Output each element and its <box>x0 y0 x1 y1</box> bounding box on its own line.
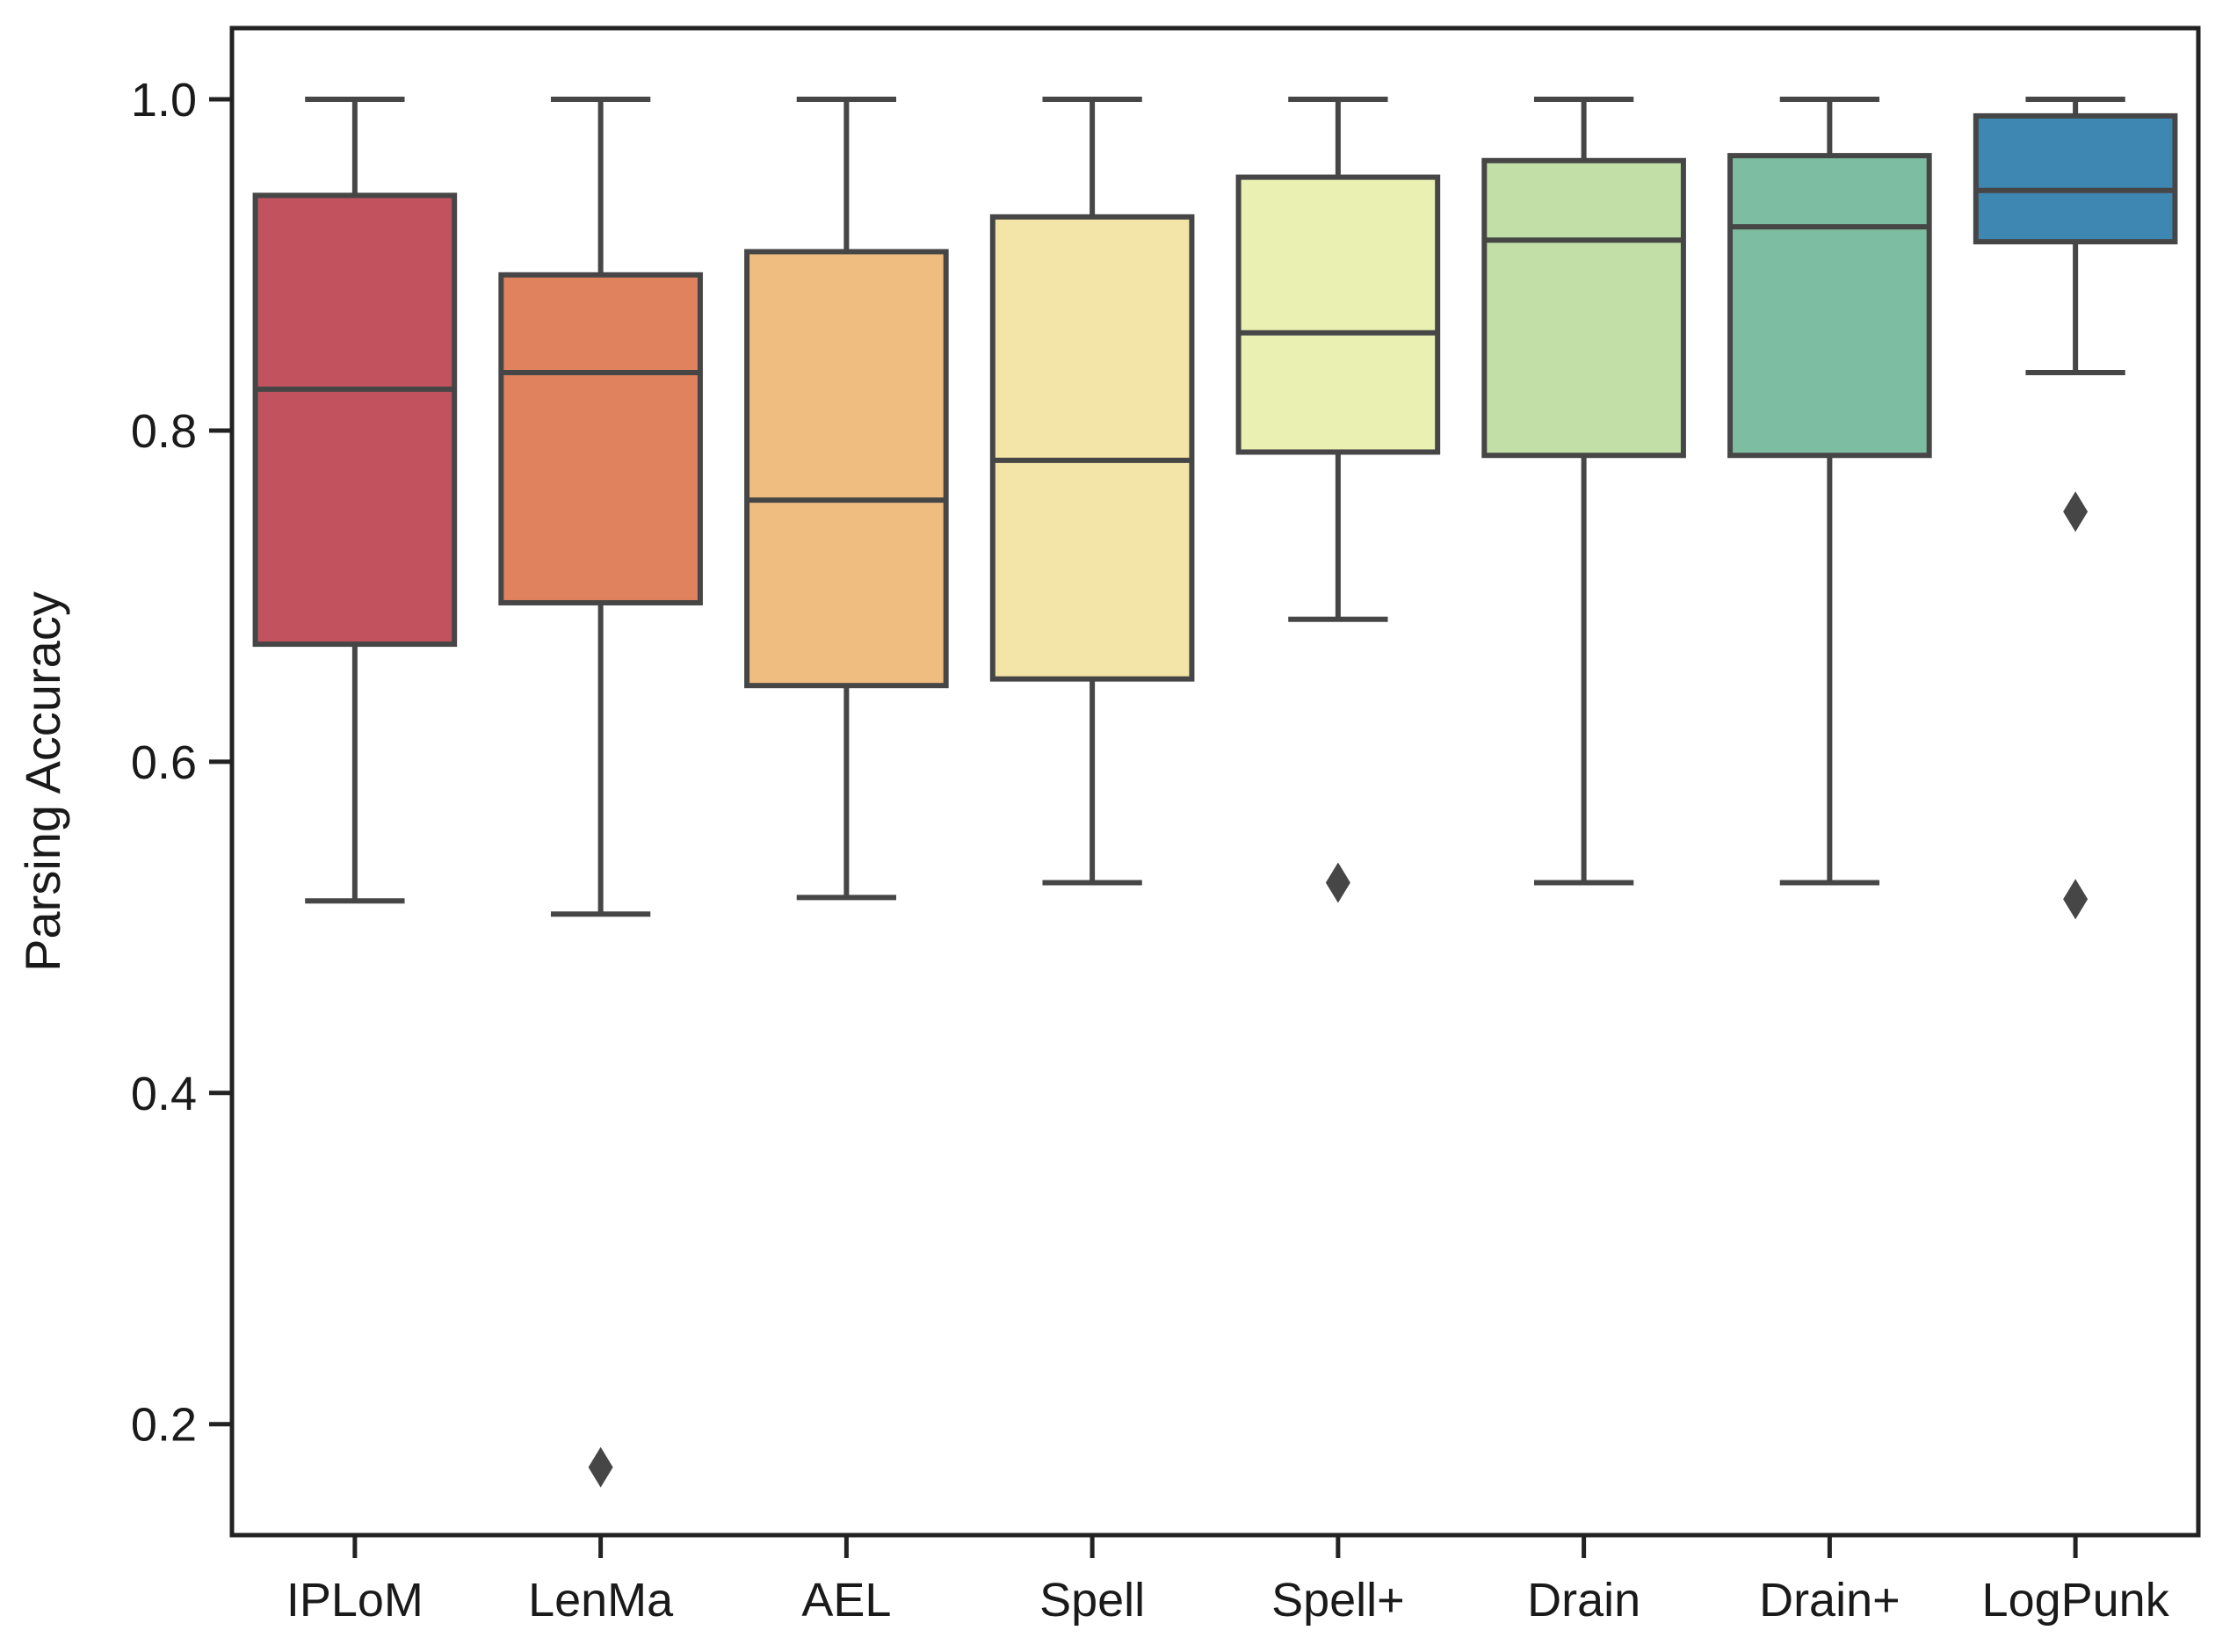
iqr-box <box>252 192 458 648</box>
box-logpunk <box>1973 97 2178 920</box>
axes: 0.2 0.4 0.6 0.8 1.0 IPLoM LenMa AEL Spell Spell+ D… <box>131 74 2170 1627</box>
iqr-box <box>1235 174 1441 455</box>
y-tick-label: 0.6 <box>131 736 197 789</box>
outlier-point <box>2063 491 2089 533</box>
y-tick-label: 1.0 <box>131 74 197 127</box>
box-lenma <box>498 97 703 1488</box>
y-axis-title: Parsing Accuracy <box>15 591 70 972</box>
outlier-point <box>588 1446 613 1488</box>
y-tick-label: 0.8 <box>131 405 197 458</box>
iqr-box <box>498 272 703 605</box>
y-tick-label: 0.4 <box>131 1068 197 1120</box>
box-spell <box>989 97 1195 886</box>
box-drain <box>1481 97 1686 886</box>
outlier-point <box>2063 879 2089 920</box>
box-spell- <box>1235 97 1441 903</box>
iqr-box <box>1973 112 2178 245</box>
x-tick-label: Spell+ <box>1271 1574 1405 1627</box>
x-tick-label: Spell <box>1039 1574 1145 1627</box>
iqr-box <box>1727 153 1932 459</box>
iqr-box <box>744 249 949 689</box>
box-ael <box>744 97 949 901</box>
x-tick-label: LogPunk <box>1982 1574 2170 1627</box>
box-iplom <box>252 97 458 904</box>
iqr-box <box>1481 157 1686 459</box>
box-drain- <box>1727 97 1932 886</box>
outlier-point <box>1325 862 1350 903</box>
plot-marks <box>252 97 2178 1488</box>
plot-frame <box>229 25 2201 1538</box>
x-tick-label: Drain <box>1527 1574 1640 1627</box>
x-tick-label: Drain+ <box>1759 1574 1900 1627</box>
x-tick-label: IPLoM <box>286 1574 424 1627</box>
x-tick-label: LenMa <box>528 1574 674 1627</box>
y-tick-label: 0.2 <box>131 1399 197 1452</box>
iqr-box <box>989 214 1195 682</box>
x-tick-label: AEL <box>801 1574 891 1627</box>
